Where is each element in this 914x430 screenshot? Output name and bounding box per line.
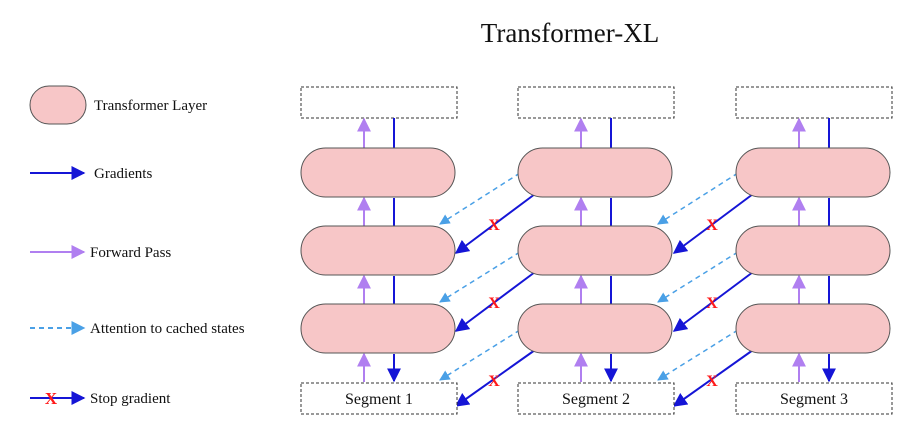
attention-arrow xyxy=(657,329,739,381)
legend-gradient-label: Gradients xyxy=(94,166,152,182)
segment-label: Segment 3 xyxy=(780,391,848,408)
attention-arrow xyxy=(657,172,739,225)
stop-x-icon: X xyxy=(706,373,718,390)
transformer-layer xyxy=(517,303,673,354)
stop-gradient-arrow xyxy=(454,271,536,332)
stop-x-icon: X xyxy=(488,217,500,234)
input-segment-box xyxy=(517,382,675,415)
output-box xyxy=(517,86,675,119)
segment-column-2: Segment 2 xyxy=(517,86,675,415)
legend-layer-label: Transformer Layer xyxy=(94,98,207,114)
diagram-title: Transformer-XL xyxy=(481,18,659,48)
transformer-layer xyxy=(517,147,673,198)
stop-x-icon: X xyxy=(488,295,500,312)
segment-label: Segment 2 xyxy=(562,391,630,408)
stop-gradient-arrow xyxy=(454,349,536,407)
stop-gradient-arrow xyxy=(672,271,754,332)
segment-column-3: Segment 3 xyxy=(735,86,893,415)
transformer-layer xyxy=(300,147,456,198)
legend-forward-label: Forward Pass xyxy=(90,245,171,261)
stop-gradient-arrow xyxy=(672,349,754,407)
stop-gradient-arrow xyxy=(454,193,536,254)
attention-arrow xyxy=(439,251,521,303)
legend-stop-x-icon: X xyxy=(45,389,58,408)
stop-gradient-marks: X X X X X X xyxy=(488,217,718,390)
attention-arrows xyxy=(439,172,739,381)
input-segment-box xyxy=(300,382,458,415)
stop-gradient-arrows xyxy=(454,193,754,407)
transformer-layer xyxy=(517,225,673,276)
transformer-layer xyxy=(735,303,891,354)
input-segment-box xyxy=(735,382,893,415)
legend-attention-label: Attention to cached states xyxy=(90,321,245,337)
legend-layer-swatch xyxy=(29,85,87,125)
attention-arrow xyxy=(439,172,521,225)
output-box xyxy=(735,86,893,119)
stop-x-icon: X xyxy=(488,373,500,390)
stop-x-icon: X xyxy=(706,295,718,312)
attention-arrow xyxy=(439,329,521,381)
transformer-layer xyxy=(300,225,456,276)
transformer-layer xyxy=(735,225,891,276)
transformer-layer xyxy=(300,303,456,354)
transformer-layer xyxy=(735,147,891,198)
stop-gradient-arrow xyxy=(672,193,754,254)
segment-label: Segment 1 xyxy=(345,391,413,408)
stop-x-icon: X xyxy=(706,217,718,234)
attention-arrow xyxy=(657,251,739,303)
segment-column-1: Segment 1 xyxy=(300,86,458,415)
output-box xyxy=(300,86,458,119)
legend: Transformer Layer Gradients Forward Pass… xyxy=(29,85,245,408)
legend-stop-label: Stop gradient xyxy=(90,391,171,407)
